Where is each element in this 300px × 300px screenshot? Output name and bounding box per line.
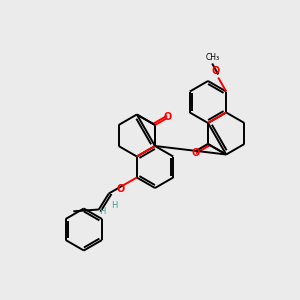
Text: O: O: [211, 67, 219, 76]
Text: CH₃: CH₃: [206, 53, 220, 62]
Text: O: O: [117, 184, 125, 194]
Text: H: H: [111, 201, 117, 210]
Text: O: O: [164, 112, 172, 122]
Text: O: O: [192, 148, 200, 158]
Text: H: H: [99, 207, 105, 216]
